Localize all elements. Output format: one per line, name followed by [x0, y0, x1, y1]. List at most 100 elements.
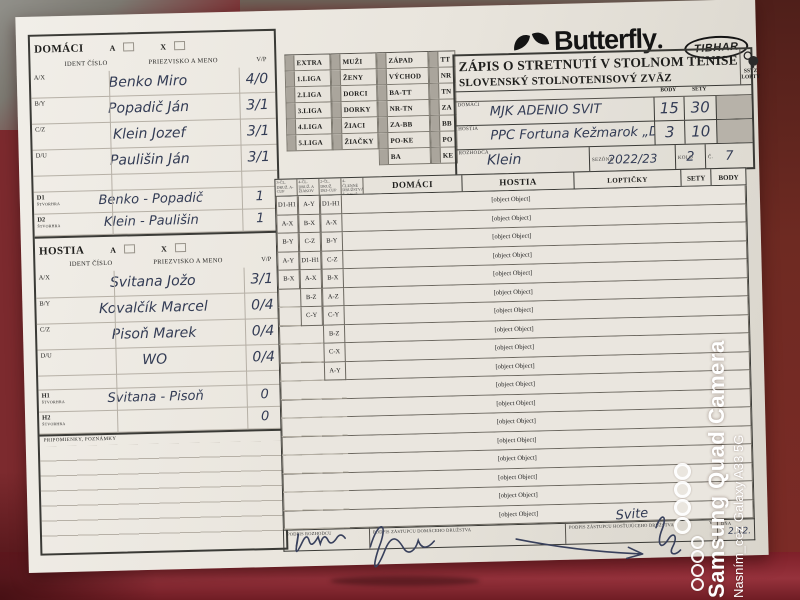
home-rep-signature-scribble [369, 526, 436, 568]
rozhodca-mini-label: ROZHODCA [458, 150, 490, 157]
format3-code: B-Y [320, 232, 344, 252]
region-label: ZA-BB [389, 119, 413, 129]
district-checkbox [430, 83, 440, 100]
format3-code-column: D1-H1 A-X B-Y C-Z B-X A-Z C-Y B-Z C-X A-Y [319, 195, 347, 381]
category-row: ŽENY [330, 69, 378, 87]
hostia-lopty-cell [716, 119, 753, 144]
category-row: ŽIACI [331, 117, 379, 135]
category-checkbox [332, 86, 342, 102]
format2-code: A-X [299, 269, 323, 289]
district-label: KE [442, 150, 454, 160]
league-level-label: 3.LIGA [297, 106, 323, 115]
category-row: DORKY [331, 101, 378, 119]
camera-ring-icon [674, 499, 691, 516]
category-label: MUŽI [342, 57, 363, 66]
vp-header: V/P [261, 255, 272, 264]
region-label: BA [390, 152, 402, 161]
hostia-checkbox-x [174, 242, 186, 253]
domaci-panel-title: DOMÁCI [33, 42, 84, 56]
format1-code: A-Y [277, 251, 300, 271]
domaci-body-handwritten: 15 [653, 96, 685, 121]
region-label: BA-TT [389, 87, 412, 97]
category-label: DORCI [343, 89, 368, 98]
title-row: ZÁPIS O STRETNUTÍ V STOLNOM TENISE SLOVE… [454, 48, 761, 93]
region-checkbox [379, 149, 390, 165]
category-checkbox [332, 102, 342, 118]
format1-code: B-X [277, 270, 301, 290]
player-name-handwritten: WO [142, 351, 168, 369]
league-categories-column: MUŽI ŽENY DORCI DORKY [330, 52, 379, 151]
category-checkbox [331, 54, 341, 70]
format-column-header-1: 3-ČL. DRUŽ. A-CUP [275, 179, 298, 196]
format2-code: C-Z [298, 232, 322, 252]
league-level-label: 2.LIGA [297, 90, 322, 99]
camera-rings-icon-small [691, 536, 704, 592]
checkbox-x-label: X [160, 42, 167, 52]
format2-code-column: A-Y B-X C-Z D1-H1 A-X B-Z C-Y [297, 195, 323, 326]
player-name-handwritten: Klein Jozef [112, 125, 186, 143]
district-checkbox [429, 67, 440, 84]
kolo-cell: KOLO 2 [674, 144, 706, 170]
doubles-pair-handwritten: Benko - Popadič [98, 190, 204, 209]
butterfly-icon [514, 32, 550, 51]
league-level-label: 5.LIGA [298, 138, 323, 147]
league-checkbox [287, 135, 297, 151]
region-checkbox [378, 85, 388, 101]
player-code: B/Y [34, 100, 46, 108]
form-title: ZÁPIS O STRETNUTÍ V STOLNOM TENISE SLOVE… [454, 49, 740, 91]
player-vp-handwritten: 0/4 [251, 322, 275, 340]
format3-code: D1-H1 [319, 195, 343, 215]
region-checkbox [379, 133, 389, 149]
player-code: C/Z [35, 126, 46, 134]
hostia-sety-handwritten: 10 [684, 120, 717, 144]
category-checkbox [331, 70, 342, 86]
player-code: C/Z [39, 326, 51, 334]
player-code: D/U [40, 352, 52, 360]
format3-code: C-X [323, 343, 346, 363]
player-name-handwritten: Popadič Ján [107, 98, 190, 117]
region-row: ZÁPAD [376, 52, 429, 70]
domaci-column-header: DOMÁCI [363, 175, 463, 194]
district-label: TN [441, 86, 452, 96]
league-level-row: 2.LIGA [285, 86, 332, 104]
camera-ring-icon [691, 550, 704, 563]
hostia-column-header: HOSTIA [462, 172, 575, 192]
region-label: PO-KE [390, 135, 414, 145]
body-column-header: BODY [718, 173, 739, 182]
category-label: DORKY [343, 104, 371, 114]
camera-ring-icon [691, 578, 704, 591]
watermark-subtitle: Nasním_cez Galaxy A33 5G [731, 434, 746, 598]
sety-column-header: SETY [692, 86, 707, 93]
district-label: ZA [441, 102, 452, 112]
cislo-value-handwritten: 7 [725, 148, 734, 164]
district-checkbox [431, 131, 441, 147]
doubles-code: H2 ŠTVORHRA [42, 414, 66, 427]
arrow-scribble [515, 538, 644, 560]
category-row: DORCI [331, 85, 378, 103]
doubles-vp-handwritten: 1 [255, 211, 265, 227]
category-label: ŽIACI [343, 121, 366, 130]
league-checkbox [285, 71, 296, 87]
category-row: MUŽI [330, 53, 377, 71]
ident-cislo-header: IDENT ČÍSLO [64, 59, 108, 68]
domaci-checkbox-x [173, 40, 186, 51]
match-header-block: ZÁPIS O STRETNUTÍ V STOLNOM TENISE SLOVE… [452, 47, 761, 177]
league-checkbox [286, 87, 296, 103]
category-checkbox [333, 134, 343, 150]
player-vp-handwritten: 3/1 [247, 148, 271, 166]
camera-rings-icon [674, 463, 691, 535]
district-label: PO [442, 134, 453, 144]
format2-code: D1-H1 [299, 251, 322, 271]
player-vp-handwritten: 0/4 [252, 348, 276, 366]
doubles-vp-handwritten: 0 [260, 409, 270, 425]
format2-code: C-Y [300, 306, 323, 326]
district-checkbox [431, 147, 442, 163]
priezvisko-header: PRIEZVISKO A MENO [153, 257, 223, 266]
region-row: BA [378, 148, 432, 166]
region-row: PO-KE [378, 132, 431, 150]
camera-ring-icon [674, 481, 691, 498]
category-label: ŽENY [342, 73, 364, 82]
player-vp-handwritten: 3/1 [250, 270, 274, 288]
hostia-mini-label: HOSTIA [458, 126, 479, 133]
region-checkbox [378, 101, 388, 117]
